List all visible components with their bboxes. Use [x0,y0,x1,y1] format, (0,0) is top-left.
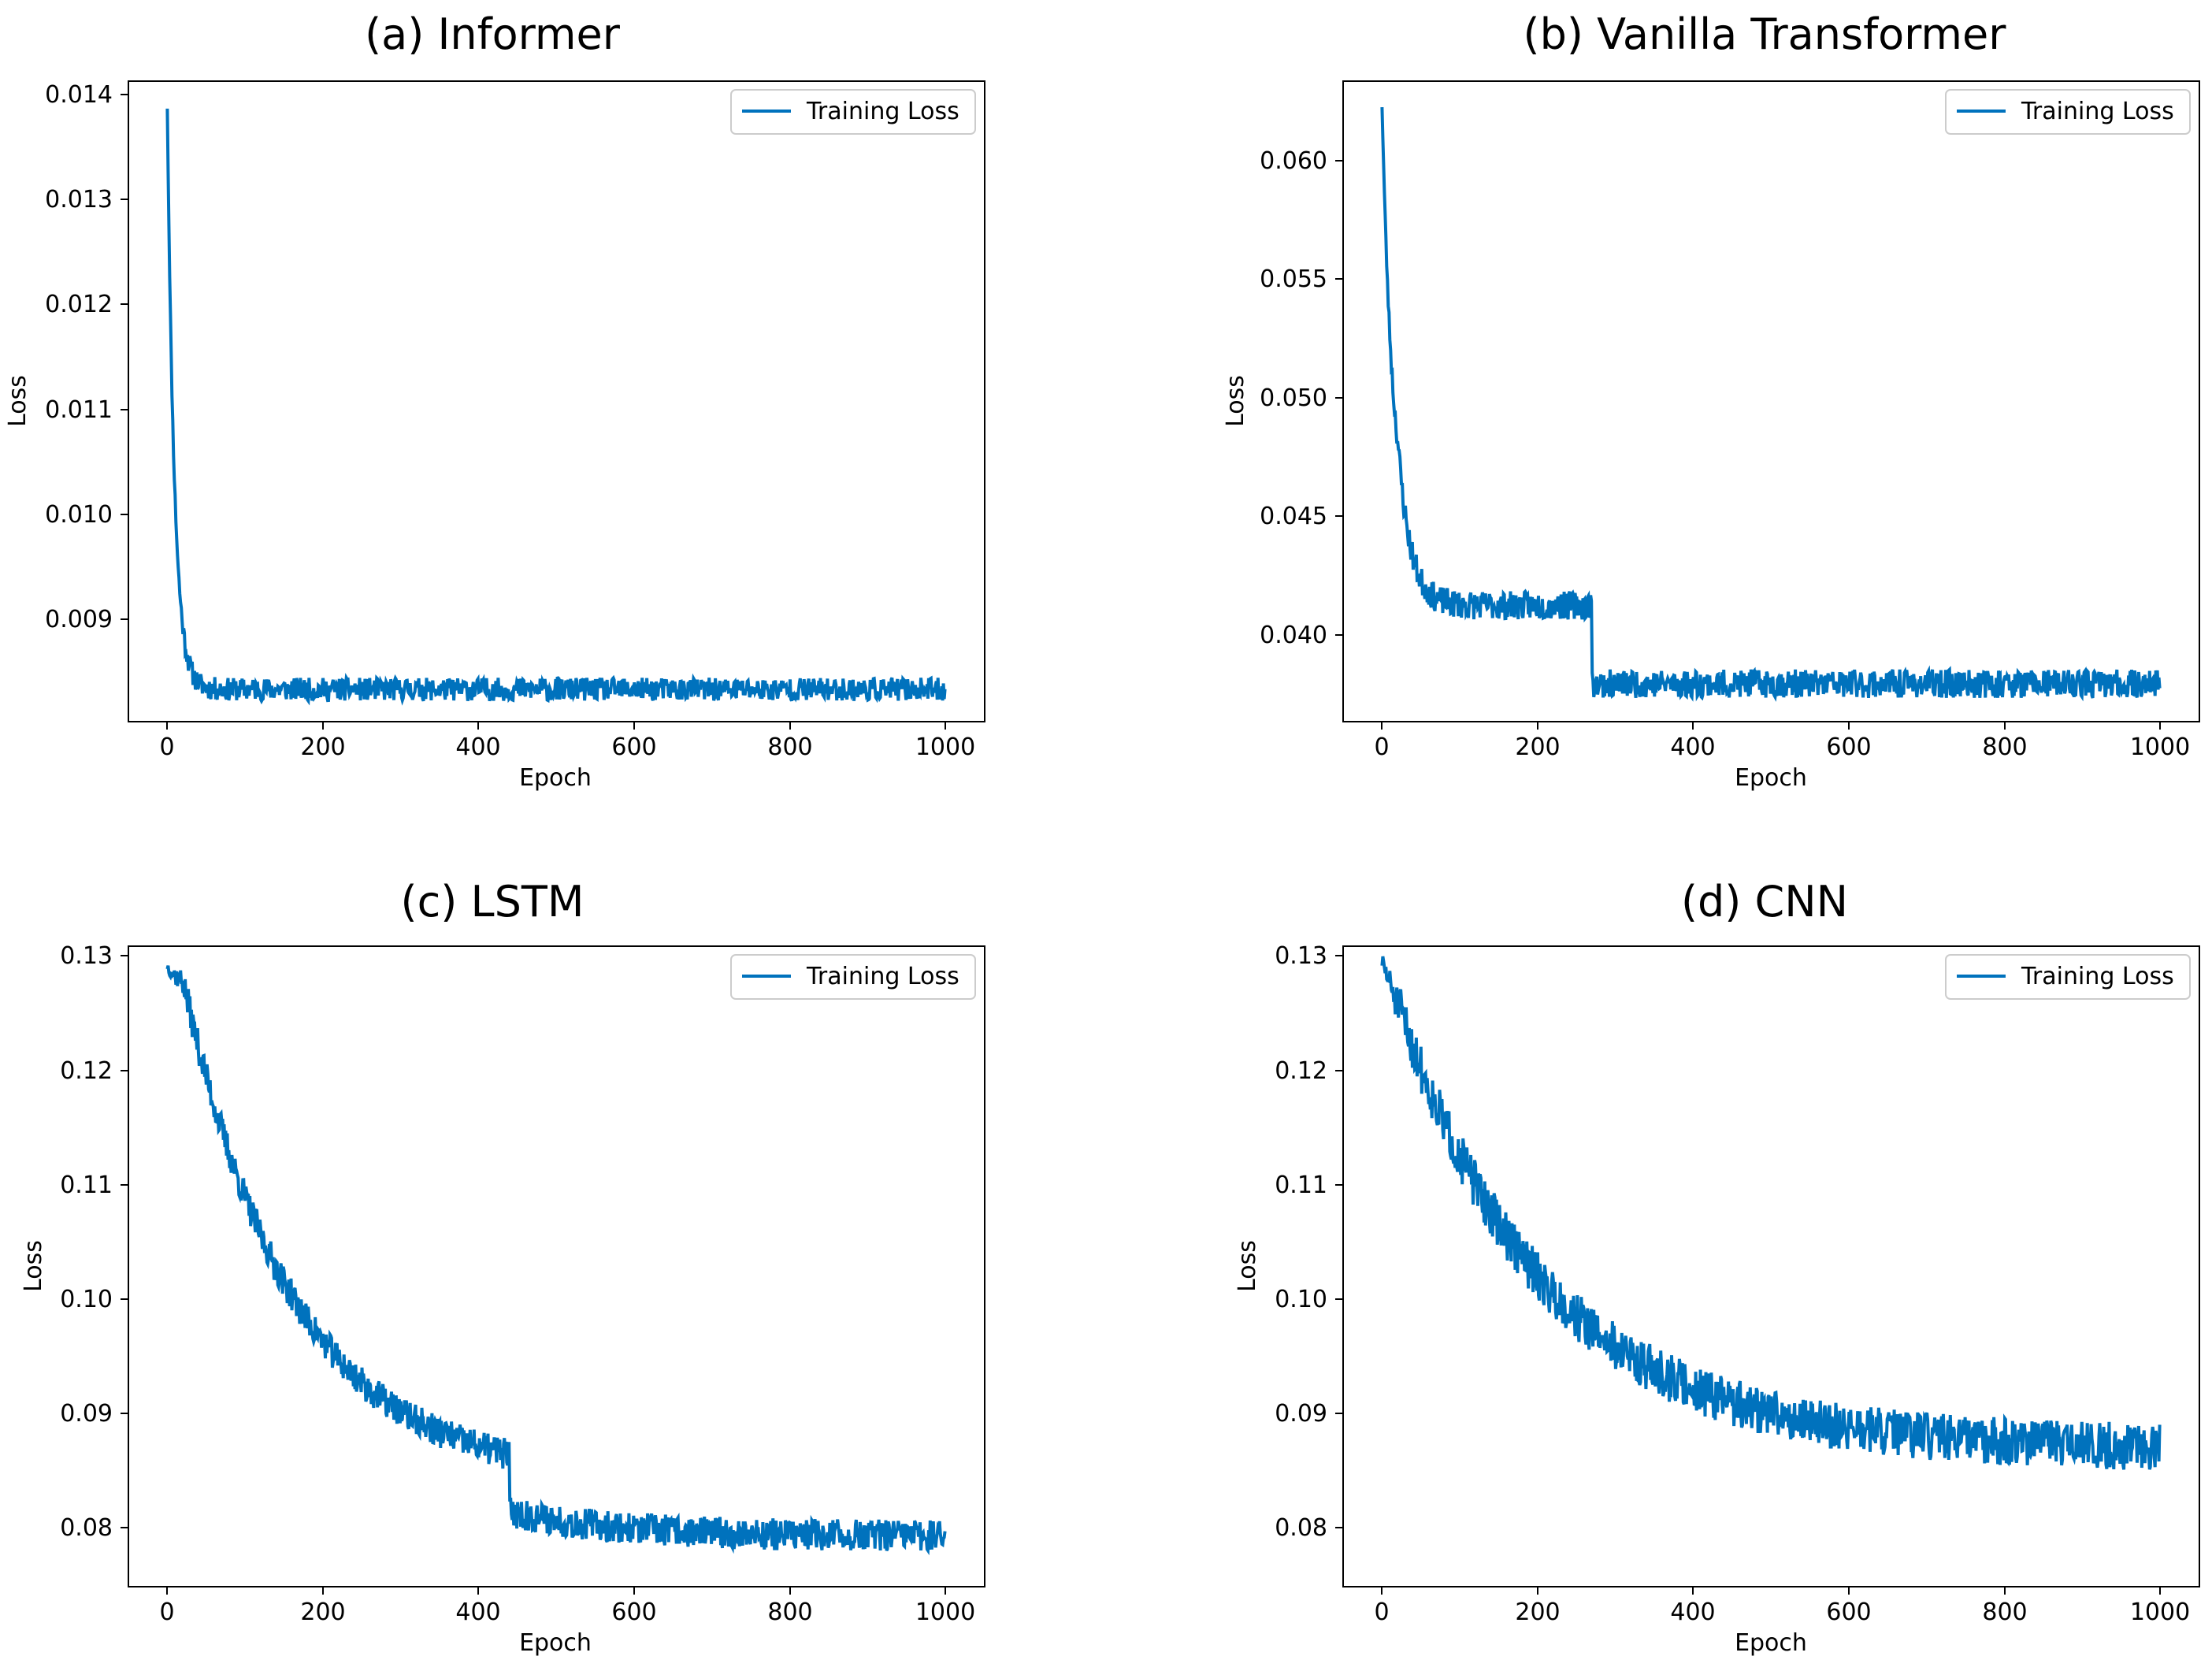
panel-b-loss-line [1380,107,2162,702]
panel-a-ytick-label: 0.009 [45,606,113,633]
panel-a-xtick-label: 400 [455,733,500,761]
panel-c-legend-label: Training Loss [806,963,959,990]
panel-a: (a) Informer 0 200 400 600 800 1000 0.00… [4,9,985,792]
panel-a-xtick-label: 0 [159,733,174,761]
panel-a-ytick-label: 0.011 [45,396,113,424]
panel-c-legend: Training Loss [730,954,976,1000]
panel-c-ytick-label: 0.12 [60,1057,113,1085]
panel-a-title: (a) Informer [365,9,621,59]
panel-d-xtick-label: 1000 [2130,1599,2190,1626]
panel-a-ytick-label: 0.010 [45,501,113,529]
panel-c-ylabel: Loss [20,1240,47,1292]
panel-d-loss-line [1380,956,2162,1470]
panel-d-frame [1342,945,2200,1587]
panel-d-title: (d) CNN [1681,877,1848,926]
panel-b-xtick-label: 400 [1670,733,1715,761]
panel-b-yticks: 0.040 0.045 0.050 0.055 0.060 [1260,147,1343,649]
panel-d-legend-label: Training Loss [2021,963,2174,990]
panel-c-xtick-label: 1000 [915,1599,975,1626]
panel-b-xtick-label: 200 [1515,733,1560,761]
panel-d-ytick-label: 0.12 [1275,1057,1327,1085]
panel-a-ytick-label: 0.014 [45,81,113,109]
panel-c-loss-line [165,965,947,1556]
panel-d-xtick-label: 800 [1982,1599,2027,1626]
panel-c-ytick-label: 0.11 [60,1172,113,1199]
panel-c-xticks: 0 200 400 600 800 1000 [159,1587,975,1626]
panel-a-legend-label: Training Loss [806,98,959,125]
panel-a-legend: Training Loss [730,89,976,135]
panel-b-ytick-label: 0.050 [1260,384,1327,412]
panel-a-xlabel: Epoch [519,764,592,792]
panel-a-ylabel: Loss [4,375,32,427]
panel-b: (b) Vanilla Transformer 0 200 400 600 80… [1222,9,2200,792]
panel-d-legend: Training Loss [1945,954,2191,1000]
panel-b-ytick-label: 0.055 [1260,266,1327,293]
panel-d-legend-box [1945,954,2191,1000]
panel-c-xlabel: Epoch [519,1629,592,1657]
panel-c-ytick-label: 0.09 [60,1400,113,1428]
panel-d-ytick-label: 0.11 [1275,1172,1327,1199]
panel-d: (d) CNN 0 200 400 600 800 1000 0.08 0.09… [1234,877,2200,1657]
panel-b-ytick-label: 0.040 [1260,622,1327,649]
panel-c-frame [128,945,985,1587]
panel-a-legend-box [730,89,976,135]
panel-b-xtick-label: 600 [1826,733,1871,761]
panel-b-xtick-label: 0 [1374,733,1389,761]
panel-a-xtick-label: 800 [767,733,812,761]
panel-a-xtick-label: 200 [300,733,345,761]
panel-d-yticks: 0.08 0.09 0.10 0.11 0.12 0.13 [1275,942,1343,1542]
panel-d-xtick-label: 0 [1374,1599,1389,1626]
panel-a-ytick-label: 0.012 [45,291,113,318]
panel-d-ytick-label: 0.13 [1275,942,1327,970]
panel-a-ytick-label: 0.013 [45,186,113,214]
panel-b-xtick-label: 800 [1982,733,2027,761]
panel-d-xtick-label: 400 [1670,1599,1715,1626]
panel-d-xtick-label: 600 [1826,1599,1871,1626]
panel-c-title: (c) LSTM [401,877,585,926]
panel-a-xtick-label: 1000 [915,733,975,761]
panel-b-ytick-label: 0.045 [1260,503,1327,530]
panel-b-legend-label: Training Loss [2021,98,2174,125]
panel-d-xticks: 0 200 400 600 800 1000 [1374,1587,2190,1626]
panel-c-ytick-label: 0.08 [60,1514,113,1542]
panel-c-xtick-label: 400 [455,1599,500,1626]
panel-d-ytick-label: 0.09 [1275,1400,1327,1428]
panel-b-xtick-label: 1000 [2130,733,2190,761]
panel-b-title: (b) Vanilla Transformer [1524,9,2007,59]
panel-c-xtick-label: 600 [611,1599,656,1626]
panel-c-legend-box [730,954,976,1000]
panel-b-ytick-label: 0.060 [1260,147,1327,175]
panel-c-xtick-label: 0 [159,1599,174,1626]
panel-c-ytick-label: 0.13 [60,942,113,970]
panel-c-ytick-label: 0.10 [60,1286,113,1313]
panel-b-legend: Training Loss [1945,89,2191,135]
panel-b-legend-box [1945,89,2191,135]
panel-d-ylabel: Loss [1234,1240,1261,1292]
panel-b-frame [1342,80,2200,722]
panel-d-ytick-label: 0.08 [1275,1514,1327,1542]
panel-a-frame [128,80,985,722]
panel-a-xtick-label: 600 [611,733,656,761]
panel-b-xlabel: Epoch [1735,764,1807,792]
panel-c-xtick-label: 800 [767,1599,812,1626]
panel-c-xtick-label: 200 [300,1599,345,1626]
panel-b-ylabel: Loss [1222,375,1249,427]
panel-c-yticks: 0.08 0.09 0.10 0.11 0.12 0.13 [60,942,128,1542]
panel-b-xticks: 0 200 400 600 800 1000 [1374,722,2190,761]
panel-d-xtick-label: 200 [1515,1599,1560,1626]
panel-a-loss-line [165,108,947,706]
panel-d-ytick-label: 0.10 [1275,1286,1327,1313]
panel-d-xlabel: Epoch [1735,1629,1807,1657]
panel-c: (c) LSTM 0 200 400 600 800 1000 0.08 0.0… [20,877,985,1657]
panel-a-yticks: 0.009 0.010 0.011 0.012 0.013 0.014 [45,81,128,633]
panel-a-xticks: 0 200 400 600 800 1000 [159,722,975,761]
